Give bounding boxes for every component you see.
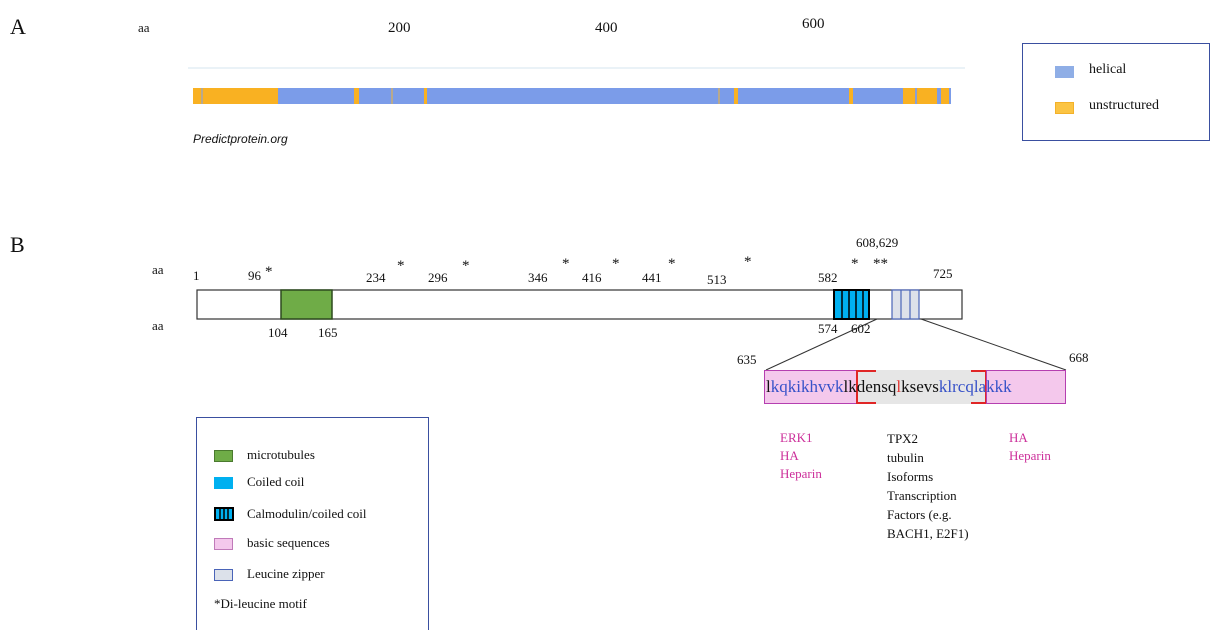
helical-legend-label: helical: [1089, 62, 1127, 77]
domain-map: [196, 289, 1067, 371]
pos-96: 96: [248, 268, 261, 283]
annotation-right-line: HA: [1009, 430, 1028, 445]
panel-b-legend: microtubules Coiled coil Calmodulin/coil…: [196, 417, 429, 630]
seq-lk: lk: [843, 377, 857, 396]
pos-574: 574: [818, 321, 838, 336]
annotation-right-line: Heparin: [1009, 448, 1051, 463]
dileucine-star: *: [462, 258, 470, 274]
dileucine-star: *: [668, 256, 676, 272]
unstructured-swatch: [1055, 102, 1074, 114]
zoom-end-position: 668: [1069, 350, 1089, 365]
seq-leucine-1: l: [766, 377, 771, 396]
seq-densq: densq: [856, 377, 897, 396]
seq-leucine-2: l: [896, 377, 902, 396]
coiled-coil-swatch: [214, 477, 233, 489]
predictprotein-credit: Predictprotein.org: [193, 132, 288, 146]
pos-104: 104: [268, 325, 288, 340]
legend-coiled-coil: Coiled coil: [247, 474, 305, 489]
annotation-middle-line: Factors (e.g.: [887, 507, 952, 522]
dileucine-star: *: [612, 256, 620, 272]
track-mark: [718, 88, 720, 104]
unstructured-region: [424, 88, 427, 104]
leucine-zipper-swatch: [214, 569, 233, 581]
unstructured-region: [903, 88, 937, 104]
microtubules-swatch: [214, 450, 233, 462]
panel-b-axis-label-top: aa: [152, 262, 164, 277]
zoom-start-position: 635: [737, 352, 757, 367]
panel-a-legend: helical unstructured: [1022, 43, 1210, 141]
zoom-line-right: [920, 318, 1067, 371]
annotation-left: ERK1 HA Heparin: [780, 429, 822, 483]
pos-234: 234: [366, 270, 386, 285]
unstructured-region: [354, 88, 359, 104]
legend-leucine-zipper: Leucine zipper: [247, 566, 325, 581]
annotation-right: HA Heparin: [1009, 429, 1051, 465]
basic-sequences-swatch: [214, 538, 233, 550]
annotation-middle-line: tubulin: [887, 450, 924, 465]
legend-dileucine-note: *Di-leucine motif: [214, 596, 307, 611]
leucine-zipper-core: [876, 370, 971, 404]
zoom-line-left: [765, 318, 878, 371]
basic-sequence-box-right: [986, 370, 1066, 404]
pos-416: 416: [582, 270, 602, 285]
annotation-middle-line: BACH1, E2F1): [887, 526, 969, 541]
annotation-left-line: ERK1: [780, 430, 813, 445]
dileucine-star: *: [397, 258, 405, 274]
pos-346: 346: [528, 270, 548, 285]
basic-sequence-box-left: [764, 370, 857, 404]
leucine-zipper-domain: [891, 289, 920, 320]
panel-b-axis-label-bottom: aa: [152, 318, 164, 333]
track-mark: [391, 88, 393, 104]
panel-a-tick-600: 600: [802, 16, 825, 32]
helical-bar: [193, 88, 951, 104]
unstructured-region: [193, 88, 278, 104]
annotation-left-line: HA: [780, 448, 799, 463]
pos-602: 602: [851, 321, 871, 336]
legend-basic-sequences: basic sequences: [247, 535, 330, 550]
pos-725: 725: [933, 266, 953, 281]
zoom-sequence: lkqkikhvvklkdensqlksevsklrcqlakkk: [766, 377, 1012, 397]
dileucine-star: *: [744, 254, 752, 270]
dileucine-star: *: [265, 264, 273, 280]
calmodulin-swatch: [214, 507, 234, 521]
pos-608-629: 608,629: [856, 235, 899, 250]
annotation-middle-line: Transcription: [887, 488, 957, 503]
pos-165: 165: [318, 325, 338, 340]
unstructured-legend-label: unstructured: [1089, 98, 1159, 113]
panel-a-label: A: [10, 14, 26, 39]
legend-microtubules: microtubules: [247, 447, 315, 462]
seq-ksevs: ksevs: [901, 377, 939, 396]
panel-a-tick-200: 200: [388, 20, 411, 36]
pos-1: 1: [193, 268, 200, 283]
panel-a-axis-label: aa: [138, 20, 150, 35]
microtubule-domain: [280, 289, 333, 320]
annotation-middle-line: TPX2: [887, 431, 919, 446]
seq-kl: kl: [938, 377, 953, 396]
dileucine-star: *: [851, 256, 859, 272]
panel-a-tick-400: 400: [595, 20, 618, 36]
secondary-structure-track: [188, 67, 965, 104]
pos-513: 513: [707, 272, 727, 287]
annotation-middle: TPX2 tubulin Isoforms Transcription Fact…: [887, 429, 969, 543]
pos-582: 582: [818, 270, 838, 285]
annotation-middle-line: Isoforms: [887, 469, 934, 484]
pos-441: 441: [642, 270, 662, 285]
unstructured-region: [941, 88, 949, 104]
track-mark: [201, 88, 203, 104]
panel-b-label: B: [10, 232, 25, 257]
legend-calmodulin: Calmodulin/coiled coil: [247, 506, 367, 521]
pos-296: 296: [428, 270, 448, 285]
dileucine-star-pair: **: [873, 256, 888, 272]
track-mark: [915, 88, 917, 104]
annotation-left-line: Heparin: [780, 466, 822, 481]
dileucine-star: *: [562, 256, 570, 272]
unstructured-region: [849, 88, 853, 104]
helical-swatch: [1055, 66, 1074, 78]
seq-basic-right: rcqlakkk: [952, 377, 1012, 396]
unstructured-region: [734, 88, 738, 104]
seq-basic-left: kqkikhvvk: [770, 377, 844, 396]
